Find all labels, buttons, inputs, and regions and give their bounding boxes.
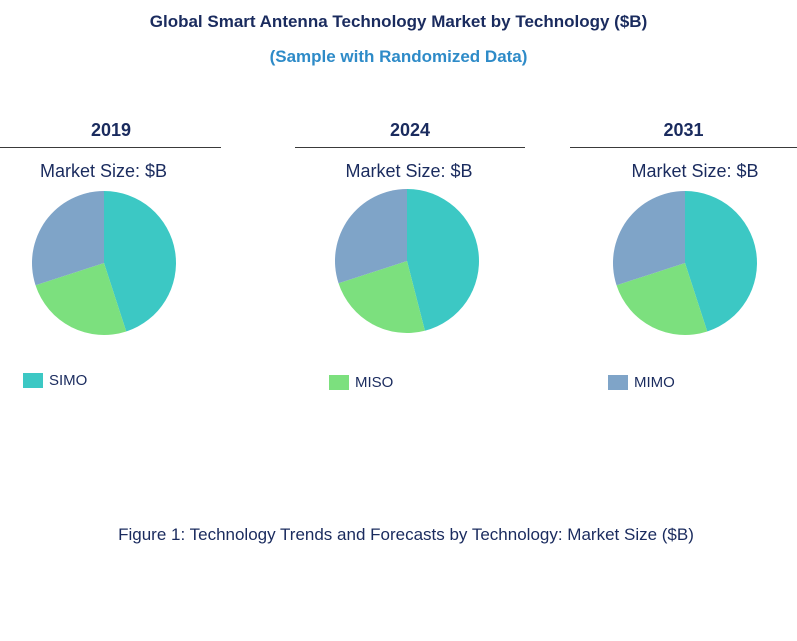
panel-2019-rule xyxy=(0,147,221,148)
panel-2024-year: 2024 xyxy=(389,120,431,140)
legend-swatch-mimo xyxy=(608,375,628,390)
pie-chart-2024 xyxy=(335,189,480,333)
chart-title: Global Smart Antenna Technology Market b… xyxy=(149,12,648,31)
pie-chart-2031 xyxy=(613,191,757,335)
pie-slice-2024-miso xyxy=(338,261,425,333)
panel-2019-year: 2019 xyxy=(90,120,132,140)
pie-slice-2031-mimo xyxy=(613,191,685,286)
pie-slice-2031-miso xyxy=(616,263,708,335)
panel-2031-year: 2031 xyxy=(663,120,704,140)
pie-slice-2019-mimo xyxy=(31,191,105,286)
panel-2024-rule xyxy=(295,147,525,148)
legend-label-mimo: MIMO xyxy=(634,374,675,391)
legend-item-miso: MISO xyxy=(329,374,393,391)
pie-slice-2019-miso xyxy=(35,263,127,335)
panel-2031-caption: Market Size: $B xyxy=(631,161,759,181)
pie-slice-2019-simo xyxy=(104,191,176,332)
panel-2024-caption: Market Size: $B xyxy=(345,161,473,181)
pie-slice-2024-mimo xyxy=(335,189,407,284)
panel-2019-caption: Market Size: $B xyxy=(39,161,168,181)
pie-slice-2031-simo xyxy=(685,191,757,332)
chart-subtitle: (Sample with Randomized Data) xyxy=(269,47,528,66)
legend-swatch-miso xyxy=(329,375,349,390)
legend-item-mimo: MIMO xyxy=(608,374,675,391)
legend-label-miso: MISO xyxy=(355,374,394,391)
figure-caption: Figure 1: Technology Trends and Forecast… xyxy=(118,525,694,544)
legend-swatch-simo xyxy=(23,373,43,388)
pie-slice-2024-simo xyxy=(407,189,480,331)
legend-item-simo: SIMO xyxy=(23,372,87,389)
panel-2031-rule xyxy=(570,147,797,148)
legend-label-simo: SIMO xyxy=(49,372,88,389)
pie-chart-2019 xyxy=(31,191,176,335)
